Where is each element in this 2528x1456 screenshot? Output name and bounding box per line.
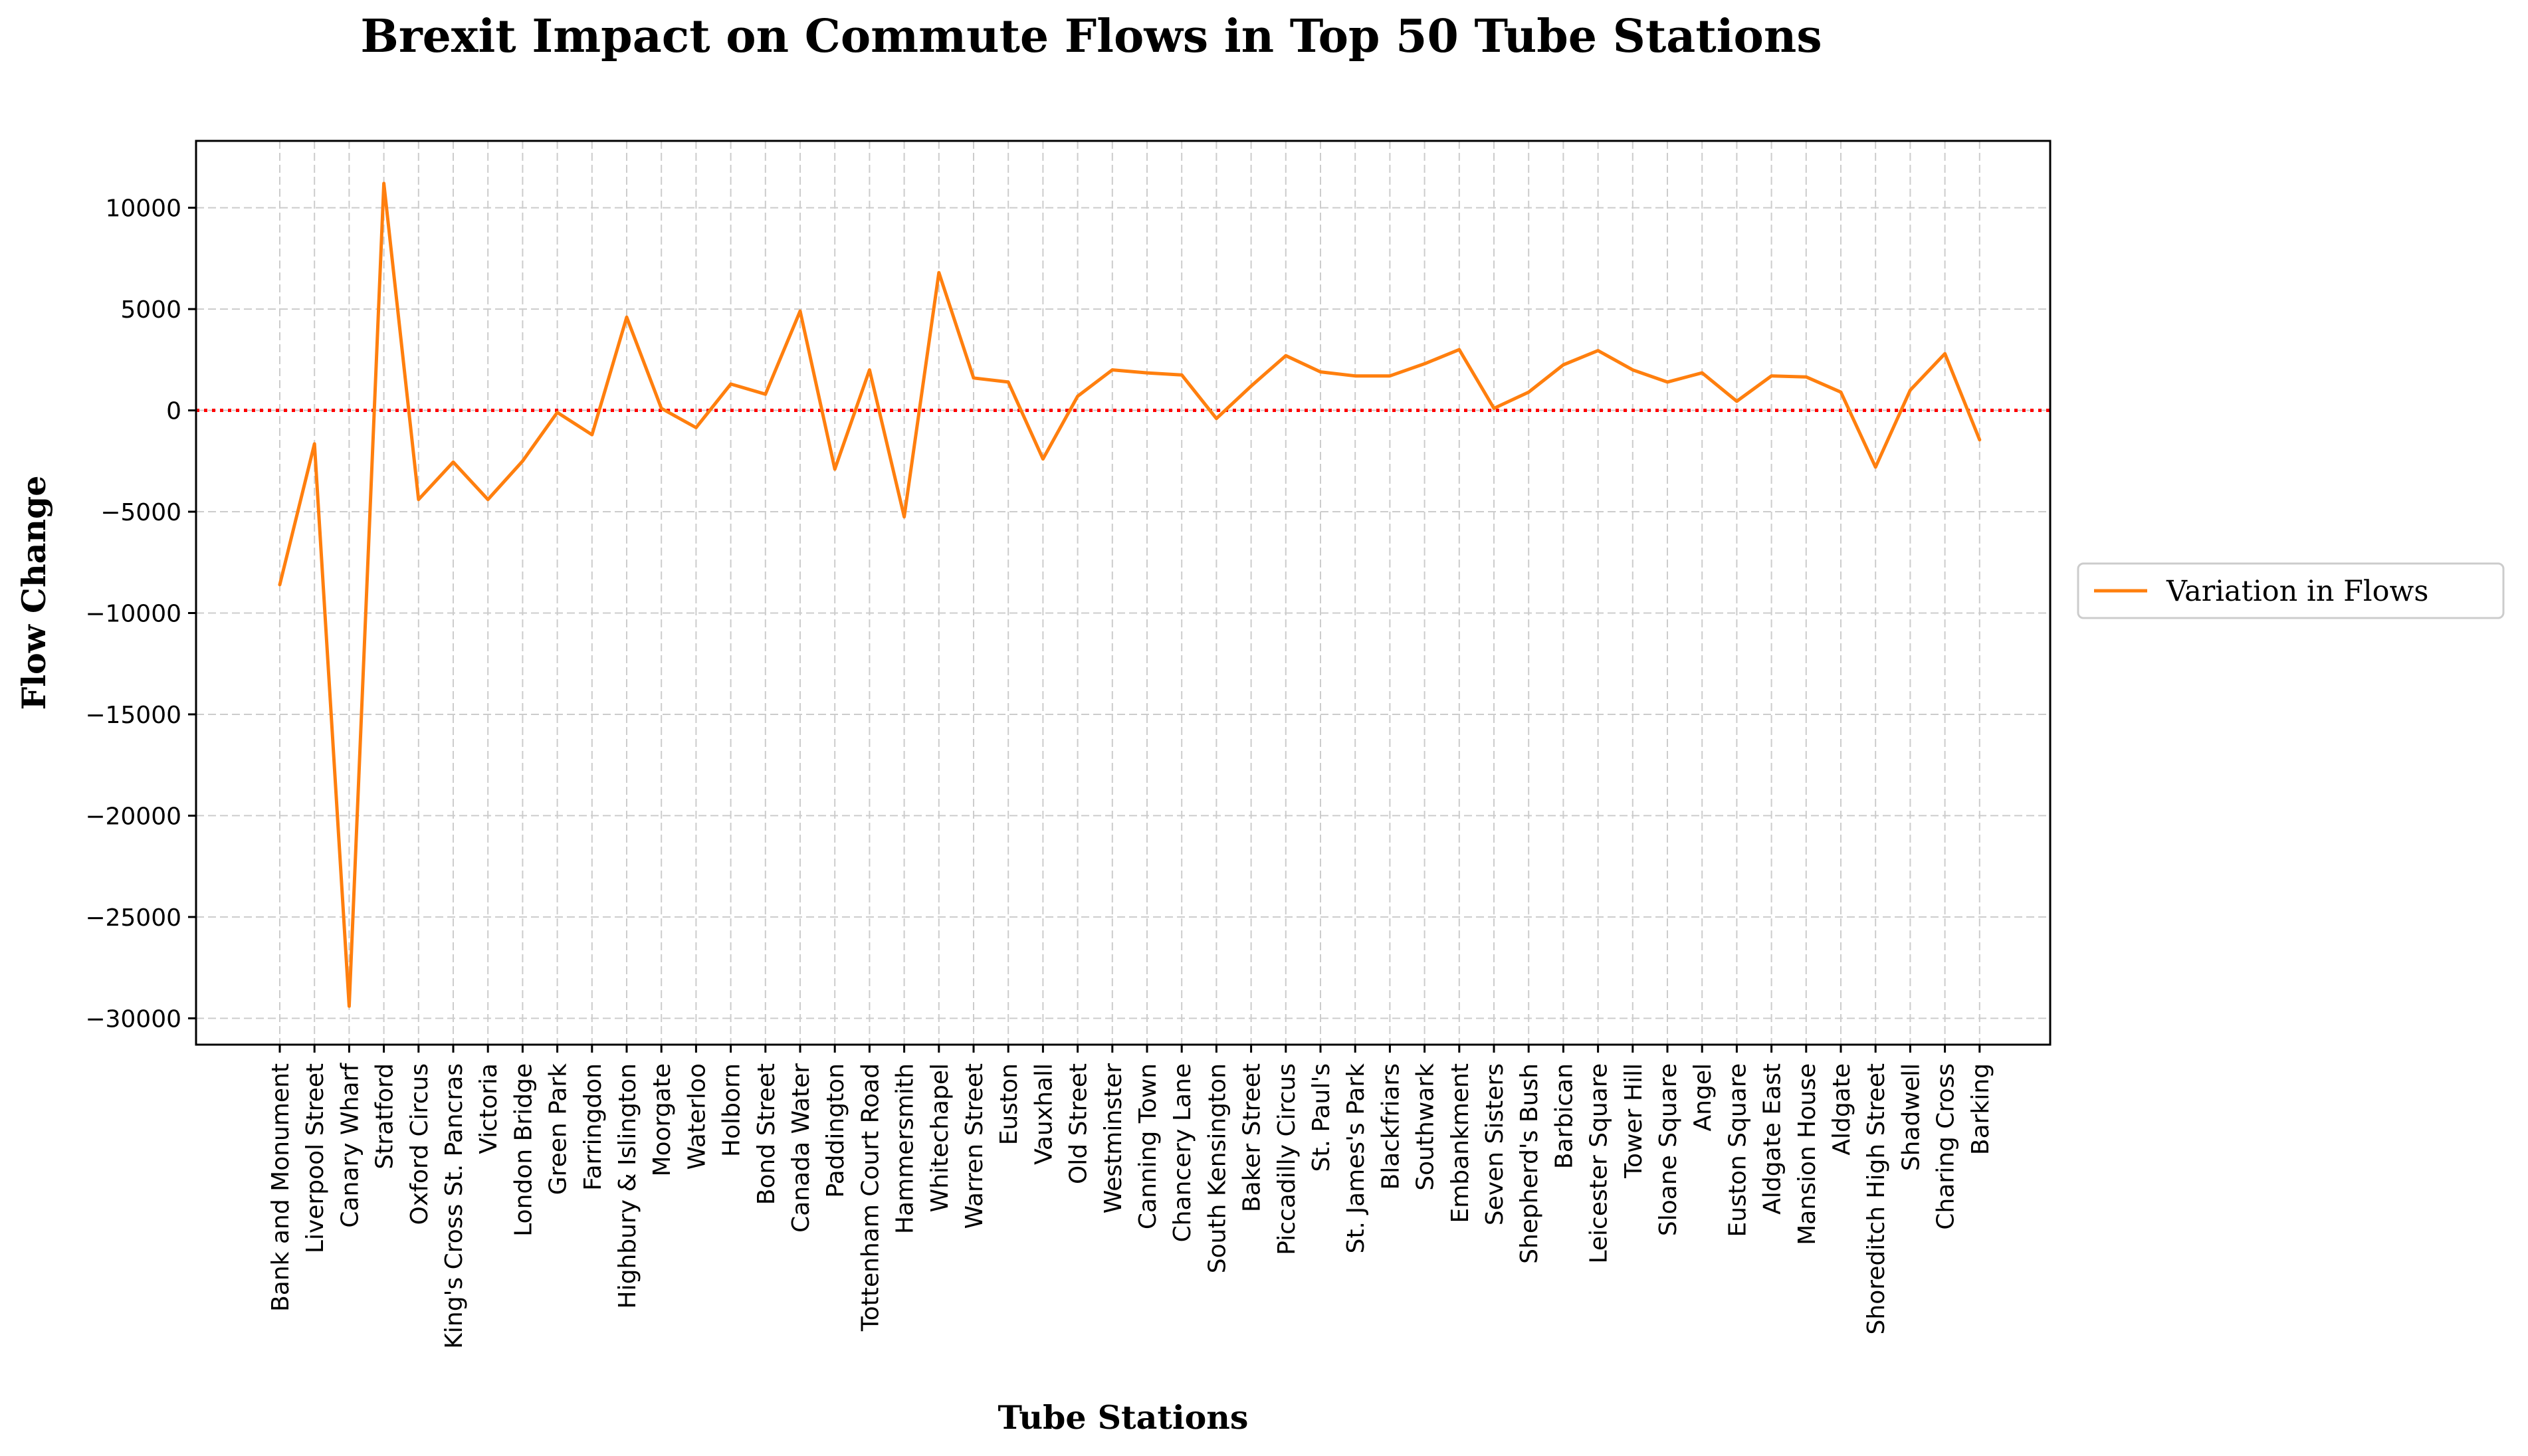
- series-layer: [278, 181, 1982, 1008]
- x-tick-label: Canning Town: [1134, 1063, 1162, 1229]
- x-tick-label: Tottenham Court Road: [857, 1063, 884, 1332]
- x-tick-label: Leicester Square: [1586, 1063, 1613, 1264]
- y-tick-label: 10000: [105, 195, 181, 223]
- x-tick-label: Barbican: [1550, 1063, 1578, 1169]
- x-tick-label: Holborn: [718, 1063, 746, 1157]
- x-tick-label: St. Paul's: [1308, 1063, 1335, 1172]
- x-tick-label: Euston: [996, 1063, 1023, 1145]
- plot-area-frame: [195, 140, 2052, 1046]
- x-tick-label: Westminster: [1100, 1063, 1127, 1213]
- x-tick-label: Waterloo: [683, 1063, 710, 1170]
- x-tick-label: King's Cross St. Pancras: [441, 1063, 468, 1349]
- x-tick-label: Baker Street: [1239, 1063, 1266, 1212]
- y-tick-label: −25000: [85, 904, 181, 932]
- x-tick-label: Whitechapel: [926, 1063, 954, 1212]
- y-tick-label: −5000: [100, 499, 181, 526]
- x-tick-label: Hammersmith: [892, 1063, 919, 1234]
- x-tick-label: Old Street: [1065, 1063, 1093, 1184]
- x-tick-label: Paddington: [822, 1063, 849, 1197]
- x-tick-label: Embankment: [1447, 1063, 1474, 1223]
- x-tick-label: Canary Wharf: [336, 1063, 364, 1228]
- x-tick-label: Shoreditch High Street: [1863, 1063, 1890, 1334]
- x-ticks: Bank and Monument Liverpool Street Canary …: [267, 1045, 1994, 1349]
- x-tick-label: Canada Water: [788, 1063, 815, 1233]
- x-tick-label: Seven Sisters: [1481, 1063, 1509, 1225]
- x-tick-label: Green Park: [545, 1063, 572, 1195]
- y-tick-label: −30000: [85, 1005, 181, 1033]
- x-tick-label: Moorgate: [649, 1063, 676, 1176]
- series-line: [278, 181, 1982, 1008]
- y-ticks: −30000 −25000 −20000 −15000 −10000 −5000 0 5000…: [85, 195, 196, 1033]
- y-tick-label: −20000: [85, 803, 181, 830]
- x-tick-label: Sloane Square: [1655, 1063, 1682, 1236]
- x-tick-label: Stratford: [371, 1063, 399, 1170]
- x-tick-label: Aldgate East: [1759, 1063, 1786, 1215]
- x-tick-label: Southwark: [1412, 1063, 1439, 1191]
- legend: Variation in Flows: [2077, 562, 2505, 619]
- x-tick-label: Warren Street: [961, 1063, 988, 1229]
- x-tick-label: London Bridge: [510, 1063, 537, 1237]
- x-tick-label: Shadwell: [1897, 1063, 1925, 1171]
- x-tick-label: Chancery Lane: [1169, 1063, 1196, 1242]
- x-tick-label: Victoria: [475, 1063, 502, 1154]
- x-tick-label: Charing Cross: [1933, 1063, 1960, 1230]
- x-tick-label: Vauxhall: [1030, 1063, 1057, 1165]
- chart-title: Brexit Impact on Commute Flows in Top 50…: [360, 10, 1822, 63]
- legend-label: Variation in Flows: [2166, 575, 2428, 608]
- y-axis-title: Flow Change: [15, 476, 53, 710]
- x-tick-label: Liverpool Street: [302, 1063, 329, 1253]
- x-tick-label: Mansion House: [1794, 1063, 1821, 1245]
- x-tick-label: South Kensington: [1204, 1063, 1231, 1273]
- x-tick-label: Farringdon: [579, 1063, 607, 1191]
- y-tick-label: −15000: [85, 702, 181, 729]
- x-tick-label: Barking: [1967, 1063, 1994, 1155]
- x-axis-title: Tube Stations: [998, 1398, 1249, 1437]
- legend-frame: [2077, 562, 2505, 619]
- x-tick-label: Bond Street: [753, 1063, 780, 1205]
- x-tick-label: Piccadilly Circus: [1273, 1063, 1301, 1255]
- x-tick-label: Blackfriars: [1377, 1063, 1404, 1190]
- x-tick-label: Oxford Circus: [406, 1063, 433, 1225]
- x-tick-label: Highbury & Islington: [614, 1063, 641, 1308]
- x-tick-label: Aldgate: [1828, 1063, 1855, 1156]
- y-tick-label: 0: [166, 398, 181, 425]
- y-tick-label: 5000: [120, 296, 181, 324]
- y-tick-label: −10000: [85, 600, 181, 627]
- x-tick-label: Angel: [1689, 1063, 1717, 1131]
- x-tick-label: St. James's Park: [1342, 1063, 1370, 1254]
- x-tick-label: Shepherd's Bush: [1516, 1063, 1543, 1264]
- grid-layer: [196, 141, 2050, 1045]
- x-tick-label: Euston Square: [1724, 1063, 1751, 1237]
- x-tick-label: Tower Hill: [1620, 1063, 1647, 1179]
- x-tick-label: Bank and Monument: [267, 1063, 294, 1312]
